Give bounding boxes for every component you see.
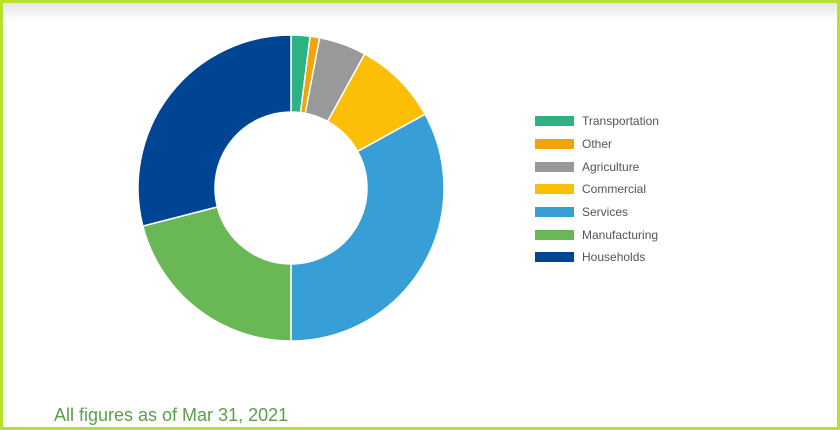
donut-slices [137, 34, 445, 342]
chart-legend: Transportation Other Agriculture Commerc… [535, 110, 659, 269]
legend-item-households[interactable]: Households [535, 246, 659, 269]
legend-label: Households [582, 250, 646, 265]
legend-swatch [535, 161, 574, 172]
legend-label: Other [582, 137, 613, 152]
legend-label: Transportation [582, 114, 659, 129]
legend-swatch [535, 252, 574, 263]
legend-label: Commercial [582, 182, 647, 197]
legend-swatch [535, 229, 574, 240]
legend-item-transportation[interactable]: Transportation [535, 110, 659, 133]
legend-item-other[interactable]: Other [535, 133, 659, 156]
slice-households[interactable] [137, 34, 292, 227]
slice-services[interactable] [290, 113, 445, 342]
legend-item-services[interactable]: Services [535, 201, 659, 224]
legend-item-manufacturing[interactable]: Manufacturing [535, 223, 659, 246]
legend-label: Services [582, 205, 629, 220]
legend-label: Manufacturing [582, 227, 659, 242]
legend-item-commercial[interactable]: Commercial [535, 178, 659, 201]
legend-item-agriculture[interactable]: Agriculture [535, 155, 659, 178]
legend-swatch [535, 139, 574, 150]
top-shadow [3, 3, 837, 21]
legend-swatch [535, 184, 574, 195]
as-of-date-footnote: All figures as of Mar 31, 2021 [54, 405, 289, 425]
legend-swatch [535, 207, 574, 218]
legend-swatch [535, 116, 574, 127]
legend-label: Agriculture [582, 159, 640, 174]
slice-manufacturing[interactable] [141, 205, 292, 342]
